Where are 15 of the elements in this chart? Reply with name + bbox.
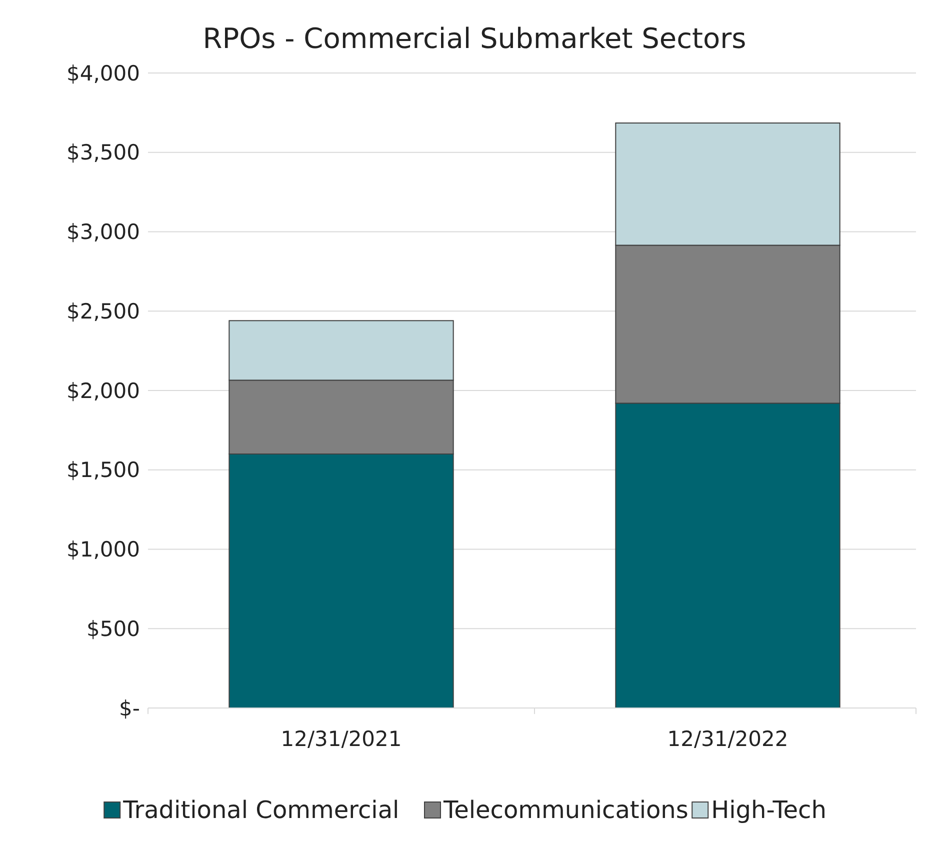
y-tick-label: $3,500 (66, 140, 140, 165)
legend-label: Telecommunications (442, 796, 688, 824)
y-tick-label: $2,500 (66, 299, 140, 324)
y-tick-label: $- (119, 696, 140, 720)
chart-title: RPOs - Commercial Submarket Sectors (202, 22, 746, 55)
legend-label: High-Tech (711, 796, 826, 824)
x-tick-label: 12/31/2021 (280, 727, 402, 751)
y-tick-label: $4,000 (66, 61, 140, 86)
legend-label: Traditional Commercial (122, 796, 400, 824)
y-tick-label: $1,500 (66, 458, 140, 482)
y-tick-label: $1,000 (66, 538, 140, 562)
x-tick-label: 12/31/2022 (667, 727, 788, 751)
y-tick-label: $2,000 (66, 378, 140, 403)
y-tick-label: $500 (86, 616, 140, 641)
y-tick-label: $3,000 (66, 220, 140, 244)
